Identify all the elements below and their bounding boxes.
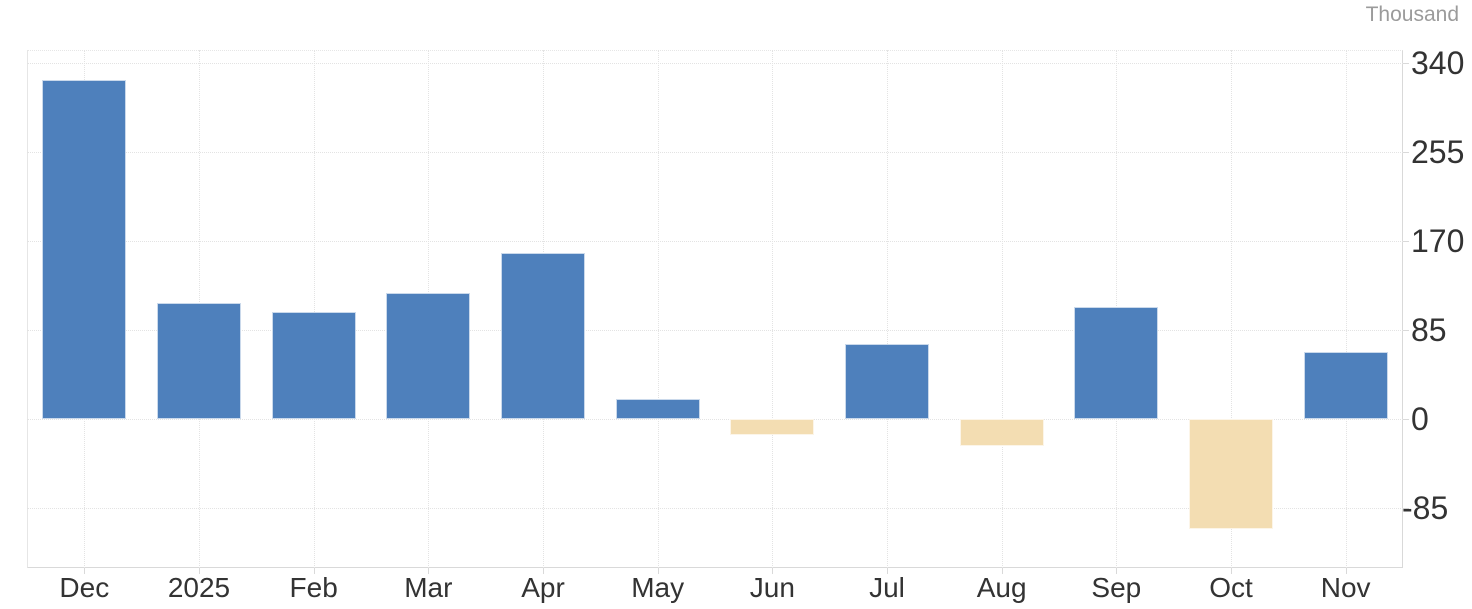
h-gridline (27, 508, 1403, 510)
bar-aug[interactable] (959, 419, 1044, 447)
bar-dec[interactable] (42, 80, 127, 420)
v-gridline (887, 50, 888, 568)
h-gridline (27, 419, 1403, 421)
y-tick-mark (1403, 329, 1409, 331)
v-gridline (1231, 50, 1232, 568)
bar-apr[interactable] (501, 253, 585, 420)
y-tick-mark (1403, 508, 1409, 510)
v-gridline (772, 50, 774, 568)
bar-jun[interactable] (730, 419, 815, 435)
bar-oct[interactable] (1189, 419, 1273, 530)
bar-nov[interactable] (1303, 351, 1388, 420)
y-axis-label: 170 (1411, 222, 1465, 259)
x-axis-label: Jun (749, 572, 795, 603)
h-gridline (27, 329, 1403, 331)
h-gridline (27, 62, 1403, 64)
x-axis-label: Sep (1091, 572, 1142, 603)
y-axis-label: 340 (1411, 44, 1465, 81)
y-axis-unit-label: Thousand (1365, 3, 1459, 26)
h-gridline (27, 151, 1403, 153)
v-gridline (1345, 50, 1347, 568)
y-axis-label: 85 (1411, 311, 1447, 348)
bar-may[interactable] (615, 399, 700, 420)
bar-feb[interactable] (271, 312, 356, 420)
x-tick-mark (1345, 568, 1347, 574)
x-tick-mark (313, 568, 315, 574)
v-gridline (657, 50, 659, 568)
x-tick-mark (428, 568, 430, 574)
x-axis-label: Mar (404, 572, 453, 603)
x-axis-label: Oct (1209, 572, 1253, 603)
x-tick-mark (1231, 568, 1232, 574)
x-tick-mark (772, 568, 774, 574)
y-axis-label: -85 (1402, 490, 1449, 527)
y-axis-label: 0 (1411, 401, 1429, 438)
x-axis-label: Feb (289, 572, 338, 603)
v-gridline (313, 50, 315, 568)
x-axis-label: Nov (1320, 572, 1371, 603)
x-axis-label: Apr (521, 572, 565, 603)
bar-2025[interactable] (157, 302, 241, 420)
bar-jul[interactable] (845, 343, 929, 420)
x-tick-mark (1116, 568, 1118, 574)
v-gridline (1001, 50, 1003, 568)
y-tick-mark (1403, 151, 1409, 153)
y-axis-label: 255 (1411, 133, 1465, 170)
y-tick-mark (1403, 62, 1409, 64)
y-tick-mark (1403, 240, 1409, 242)
x-axis-label: Jul (869, 572, 905, 603)
x-tick-mark (887, 568, 888, 574)
bar-mar[interactable] (386, 293, 471, 420)
y-tick-mark (1403, 419, 1409, 421)
plot-area (27, 50, 1403, 568)
x-tick-mark (84, 568, 86, 574)
x-tick-mark (1001, 568, 1003, 574)
x-tick-mark (657, 568, 659, 574)
bar-sep[interactable] (1074, 306, 1159, 420)
x-axis-label: Dec (59, 572, 110, 603)
x-tick-mark (543, 568, 544, 574)
x-axis-label: May (631, 572, 685, 603)
x-axis-label: Aug (976, 572, 1027, 603)
x-tick-mark (199, 568, 200, 574)
h-gridline (27, 240, 1403, 242)
x-axis-label: 2025 (167, 572, 231, 603)
